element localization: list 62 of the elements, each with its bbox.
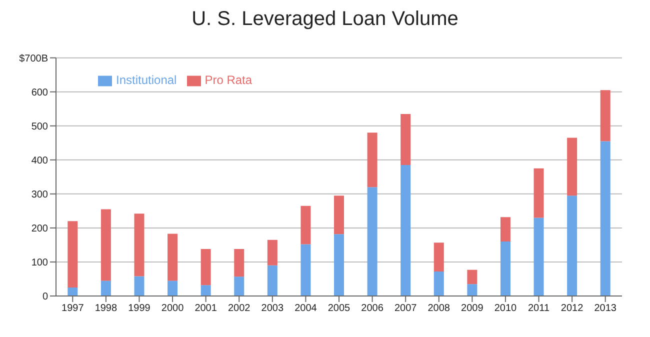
bar <box>234 249 244 277</box>
bar <box>200 249 211 286</box>
bar <box>500 217 510 242</box>
bar <box>134 276 144 296</box>
bar <box>334 234 344 296</box>
x-tick-label: 2013 <box>594 303 617 314</box>
bar <box>134 214 144 276</box>
x-tick-label: 1997 <box>62 303 84 314</box>
x-tick-label: 2004 <box>294 303 318 314</box>
bar <box>168 280 178 296</box>
y-tick-label: 600 <box>31 87 48 98</box>
bar <box>100 209 111 281</box>
y-tick-label: 300 <box>31 189 48 200</box>
bar <box>168 234 178 281</box>
bar <box>100 280 111 296</box>
bar <box>367 132 378 188</box>
bar <box>600 141 610 296</box>
bar <box>500 242 510 296</box>
bar <box>334 196 344 234</box>
bar <box>400 114 411 166</box>
x-tick-label: 2002 <box>228 303 251 314</box>
x-tick-label: 2009 <box>461 303 484 314</box>
bar <box>367 187 378 296</box>
bar <box>68 221 78 288</box>
x-tick-label: 2006 <box>361 303 384 314</box>
x-tick-label: 2003 <box>261 303 284 314</box>
bar <box>600 90 610 142</box>
x-tick-label: 2001 <box>194 303 218 314</box>
bar <box>434 272 444 296</box>
y-tick-label: 100 <box>31 258 48 269</box>
bar <box>234 276 244 296</box>
y-tick-label: $700B <box>19 53 48 64</box>
bar <box>567 138 578 196</box>
x-tick-label: 2008 <box>428 303 450 314</box>
bar <box>267 240 278 266</box>
x-tick-label: 2012 <box>560 303 584 314</box>
legend-label: Pro Rata <box>204 73 252 87</box>
x-tick-label: 2010 <box>494 303 518 314</box>
chart-title: U. S. Leveraged Loan Volume <box>190 8 460 31</box>
legend-label: Institutional <box>116 73 177 87</box>
y-tick-label: 500 <box>31 121 48 132</box>
bar <box>300 244 311 296</box>
bar <box>467 270 478 284</box>
x-tick-label: 2000 <box>161 303 184 314</box>
bar <box>567 196 578 296</box>
bar <box>434 242 444 272</box>
bar <box>534 168 544 218</box>
y-tick-label: 200 <box>31 224 48 234</box>
bar <box>400 165 411 296</box>
x-tick-label: 2007 <box>394 303 418 314</box>
y-tick-label: 400 <box>31 155 48 166</box>
bar <box>467 284 478 296</box>
x-tick-label: 1999 <box>128 303 151 314</box>
x-tick-label: 2011 <box>528 303 550 314</box>
y-tick-label: 0 <box>42 292 48 303</box>
bar <box>267 265 278 296</box>
bar <box>68 287 78 296</box>
bar <box>300 206 311 244</box>
bar <box>200 285 211 296</box>
x-tick-label: 1998 <box>94 303 118 314</box>
x-tick-label: 2005 <box>328 303 351 314</box>
bar <box>534 218 544 296</box>
